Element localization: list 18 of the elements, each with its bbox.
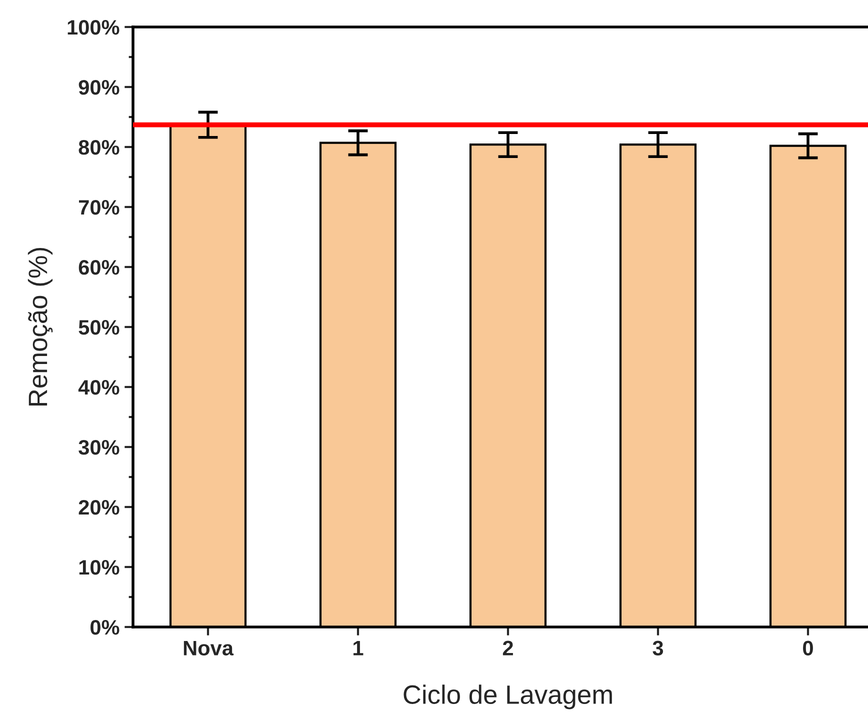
y-tick-label: 50%: [78, 320, 120, 335]
y-tick-label: 80%: [78, 140, 120, 155]
y-tick-label: 40%: [78, 380, 120, 395]
x-tick-label: Nova: [184, 640, 234, 656]
y-tick-label: 60%: [78, 260, 120, 275]
x-axis-title: Ciclo de Lavagem: [404, 684, 612, 710]
y-axis-title: Remoção (%): [28, 248, 53, 406]
x-tick-label: 1: [354, 640, 364, 656]
y-tick-label: 30%: [78, 440, 120, 455]
y-tick-label: 20%: [78, 500, 120, 515]
y-tick-label: 90%: [78, 80, 120, 95]
x-tick-label: 3: [652, 640, 664, 656]
x-tick-label: 0: [803, 640, 813, 656]
y-tick-label: 10%: [79, 560, 120, 575]
y-tick-label: 0%: [90, 620, 120, 635]
y-tick-label: 70%: [79, 200, 120, 215]
x-tick-label: 2: [502, 640, 513, 656]
y-tick-label: 100%: [68, 20, 120, 35]
